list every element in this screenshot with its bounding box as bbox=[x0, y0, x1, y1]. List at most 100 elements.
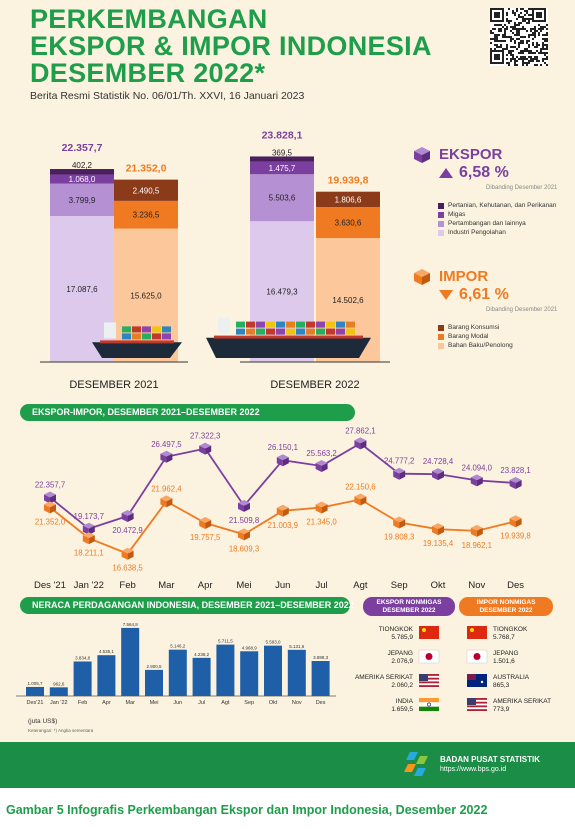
qr-module bbox=[516, 24, 518, 26]
line-chart-title: EKSPOR-IMPOR, DESEMBER 2021–DESEMBER 202… bbox=[20, 404, 355, 421]
export-total-label: 22.357,7 bbox=[62, 142, 103, 154]
ekspor-point bbox=[199, 443, 211, 455]
ship-bridge bbox=[104, 322, 116, 338]
ekspor-point bbox=[122, 510, 134, 522]
qr-module bbox=[510, 46, 512, 48]
impor-country-name: JEPANG bbox=[493, 650, 519, 657]
ship-container bbox=[316, 329, 325, 335]
qr-module bbox=[542, 28, 544, 30]
qr-module bbox=[532, 44, 534, 46]
balance-bar bbox=[74, 661, 92, 696]
qr-module bbox=[542, 26, 544, 28]
legend-swatch-modal bbox=[438, 334, 444, 340]
ekspor-country-value: 2.060,2 bbox=[391, 682, 413, 689]
ship-container bbox=[132, 326, 141, 332]
x-tick-label: Agt bbox=[353, 580, 368, 591]
balance-x-label: Mei bbox=[150, 700, 159, 706]
qr-module bbox=[516, 30, 518, 32]
qr-module bbox=[494, 44, 496, 46]
qr-module bbox=[512, 46, 514, 48]
ship-container bbox=[296, 329, 305, 335]
ekspor-value-label: 20.472,9 bbox=[112, 526, 142, 535]
qr-module bbox=[506, 14, 508, 16]
qr-module bbox=[540, 28, 542, 30]
qr-module bbox=[516, 38, 518, 40]
balance-x-label: Des bbox=[316, 700, 326, 706]
x-tick-label: Feb bbox=[119, 580, 135, 591]
ekspor-point bbox=[316, 460, 328, 472]
qr-module bbox=[540, 64, 542, 66]
qr-module bbox=[524, 50, 526, 52]
qr-module bbox=[544, 58, 546, 60]
qr-module bbox=[522, 16, 524, 18]
qr-module bbox=[546, 32, 548, 34]
ekspor-value-label: 24.094,0 bbox=[462, 463, 493, 472]
qr-module bbox=[534, 64, 536, 66]
qr-module bbox=[490, 38, 492, 40]
qr-module bbox=[490, 30, 492, 32]
impor-country-name: AMERIKA SERIKAT bbox=[493, 698, 551, 705]
impor-value-label: 19.757,5 bbox=[190, 533, 221, 542]
qr-module bbox=[492, 32, 494, 34]
impor-point bbox=[471, 525, 483, 537]
ship-container bbox=[122, 326, 131, 332]
qr-module bbox=[538, 34, 540, 36]
ekspor-partner-row: AMERIKA SERIKAT2.060,2 bbox=[355, 674, 439, 689]
impor-point bbox=[432, 523, 444, 535]
footer-url[interactable]: https://www.bps.go.id bbox=[440, 766, 506, 773]
impor-value-label: 21.352,0 bbox=[35, 517, 66, 526]
qr-module bbox=[512, 12, 514, 14]
qr-module bbox=[538, 28, 540, 30]
export-segment-label: 16.479,3 bbox=[266, 288, 298, 297]
flag-star bbox=[470, 628, 474, 632]
ship-container bbox=[306, 322, 315, 328]
qr-module bbox=[540, 26, 542, 28]
qr-module bbox=[510, 54, 512, 56]
ship-container bbox=[152, 333, 161, 339]
balance-value-label: 4.238,2 bbox=[194, 652, 210, 657]
balance-x-label: Apr bbox=[102, 700, 111, 706]
qr-module bbox=[530, 56, 532, 58]
qr-module bbox=[528, 62, 530, 64]
ship-container bbox=[152, 326, 161, 332]
qr-finder bbox=[494, 54, 500, 60]
qr-module bbox=[522, 28, 524, 30]
ekspor-point bbox=[510, 477, 522, 489]
qr-module bbox=[500, 44, 502, 46]
qr-module bbox=[514, 42, 516, 44]
qr-module bbox=[526, 58, 528, 60]
x-tick-label: Jan '22 bbox=[74, 580, 104, 591]
qr-module bbox=[522, 8, 524, 10]
balance-x-label: Jun bbox=[173, 700, 182, 706]
qr-module bbox=[506, 62, 508, 64]
qr-module bbox=[524, 10, 526, 12]
ship-container bbox=[132, 333, 141, 339]
ekspor-value-label: 25.563,2 bbox=[306, 449, 336, 458]
qr-module bbox=[544, 44, 546, 46]
qr-module bbox=[522, 40, 524, 42]
qr-module bbox=[506, 20, 508, 22]
legend-swatch-pertanian bbox=[438, 203, 444, 209]
qr-module bbox=[546, 40, 548, 42]
qr-module bbox=[546, 38, 548, 40]
balance-bar bbox=[26, 687, 44, 696]
qr-module bbox=[510, 26, 512, 28]
qr-module bbox=[514, 46, 516, 48]
qr-module bbox=[546, 46, 548, 48]
qr-module bbox=[528, 36, 530, 38]
balance-bar bbox=[312, 661, 330, 696]
legend-item-pertambangan: Pertambangan dan lainnya bbox=[448, 220, 526, 227]
qr-module bbox=[538, 44, 540, 46]
x-tick-label: Nov bbox=[468, 580, 485, 591]
qr-module bbox=[518, 14, 520, 16]
qr-module bbox=[514, 28, 516, 30]
qr-module bbox=[534, 32, 536, 34]
export-bar-segment bbox=[250, 158, 314, 161]
balance-x-label: Feb bbox=[78, 700, 87, 706]
qr-module bbox=[534, 26, 536, 28]
import-segment-label: 15.625,0 bbox=[130, 291, 162, 300]
qr-module bbox=[504, 28, 506, 30]
balance-value-label: 962,6 bbox=[53, 681, 65, 686]
x-tick-label: Mei bbox=[236, 580, 251, 591]
